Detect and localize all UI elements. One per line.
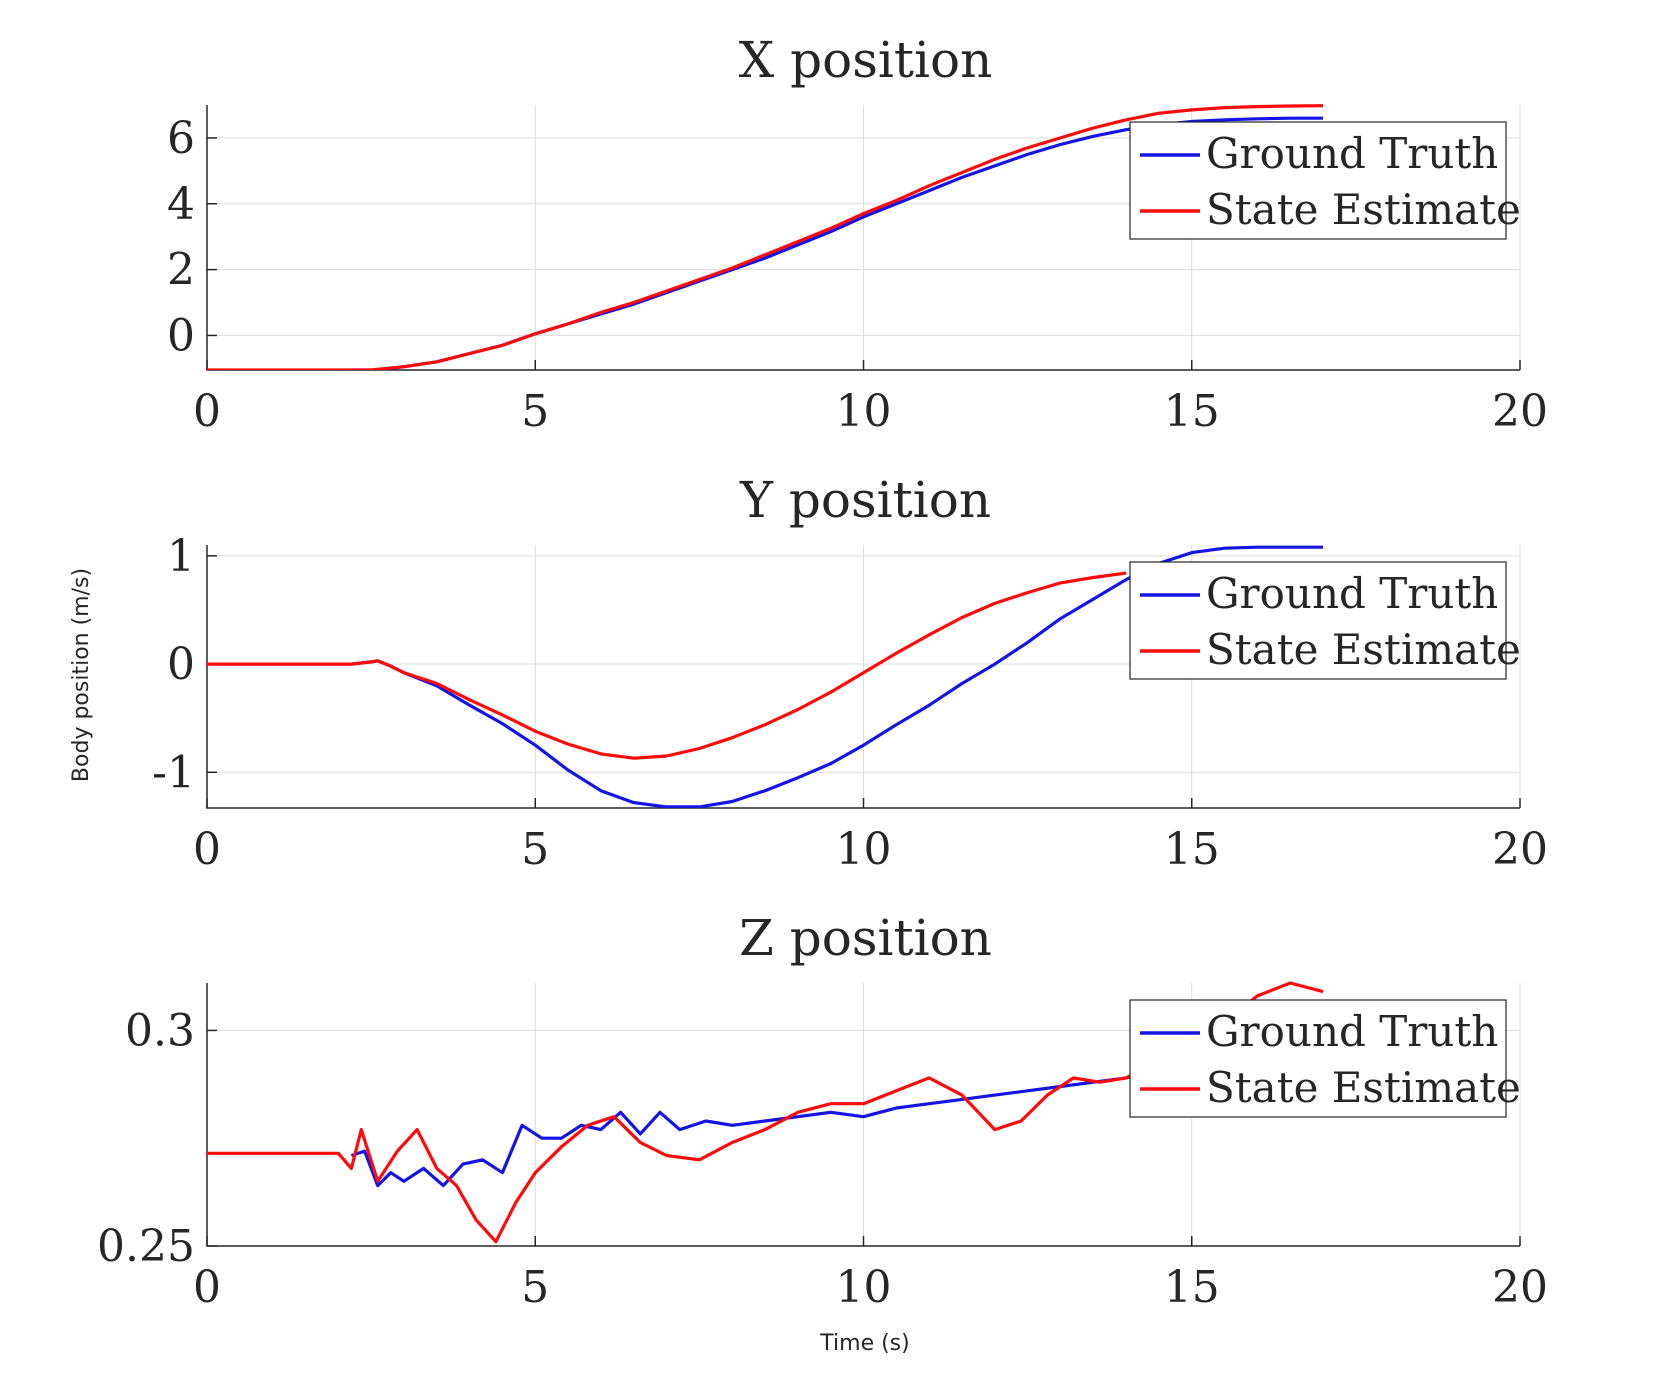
x-tick-label: 5 [521,386,549,437]
x-axis-label: Time (s) [819,1331,909,1356]
x-tick-label: 15 [1164,824,1220,875]
x-tick-label: 5 [521,824,549,875]
x-tick-label: 10 [836,1262,892,1313]
legend-label: Ground Truth [1206,129,1498,178]
y-tick-label: 1 [167,531,195,582]
x-tick-label: 0 [193,1262,221,1313]
subplot-z-position: Z position 0 5 10 15 20 0.25 0.3 Ground Truth Sta… [97,909,1548,1313]
y-tick-label: -1 [152,747,195,798]
subplot-y-position: Y position 0 5 10 15 20 -1 0 1 Ground Truth State … [152,471,1548,875]
series-line-state-estimate [207,104,1324,370]
x-tick-label: 10 [836,386,892,437]
x-tick-label: 15 [1164,1262,1220,1313]
series-line-state-estimate [207,571,1127,760]
legend-label: State Estimate [1206,625,1521,674]
legend-box [1129,121,1507,240]
legend-label: Ground Truth [1206,569,1498,618]
chart-title: X position [739,31,993,89]
y-axis-label: Body position (m/s) [69,568,94,782]
y-tick-label: 2 [167,245,195,296]
subplot-x-position: X position 0 5 10 15 20 0 2 4 6 Ground Truth State … [167,31,1548,437]
y-tick-label: 4 [167,179,195,230]
x-tick-label: 5 [521,1262,549,1313]
x-tick-label: 20 [1492,386,1548,437]
x-tick-label: 20 [1492,824,1548,875]
x-tick-label: 0 [193,386,221,437]
legend-box [1129,561,1507,680]
chart-title: Y position [739,471,991,529]
y-tick-label: 0.3 [125,1005,195,1056]
legend-label: State Estimate [1206,1063,1521,1112]
x-tick-label: 10 [836,824,892,875]
x-tick-label: 0 [193,824,221,875]
y-tick-label: 6 [167,113,195,164]
series-line-state-estimate [207,981,1324,1244]
chart-title: Z position [739,909,992,967]
y-tick-label: 0.25 [97,1221,195,1272]
series-line-ground-truth [350,1054,1258,1188]
y-tick-label: 0 [167,639,195,690]
legend-label: State Estimate [1206,185,1521,234]
x-tick-label: 20 [1492,1262,1548,1313]
x-tick-label: 15 [1164,386,1220,437]
legend-box [1129,999,1507,1118]
legend-label: Ground Truth [1206,1007,1498,1056]
y-tick-label: 0 [167,310,195,361]
